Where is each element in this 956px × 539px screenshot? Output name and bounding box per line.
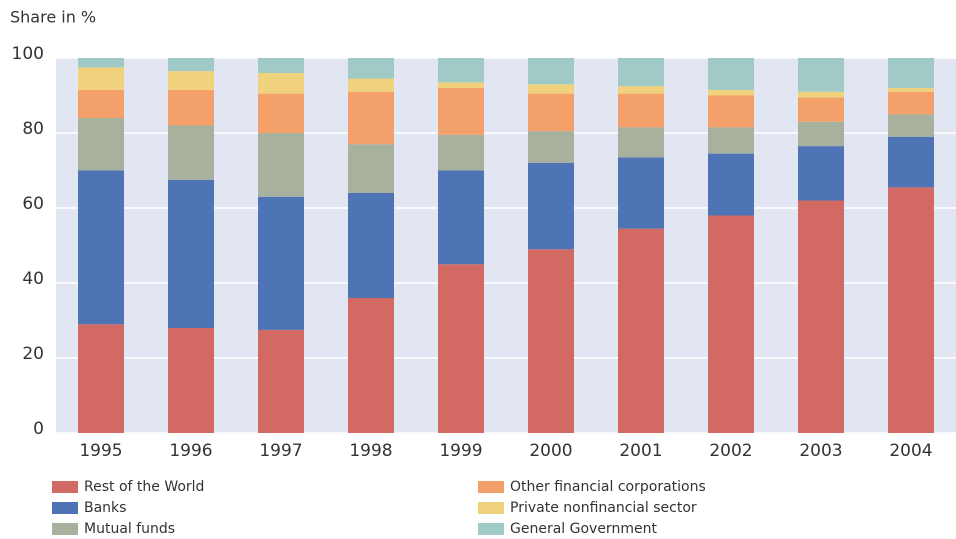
bar-segment: [168, 125, 214, 180]
bar-segment: [348, 298, 394, 433]
bar-segment: [888, 91, 934, 115]
bar-segment: [888, 88, 934, 92]
x-tick-label: 2003: [799, 441, 842, 461]
bar-segment: [618, 58, 664, 87]
bar-segment: [438, 170, 484, 265]
bar-segment: [438, 264, 484, 433]
x-tick-label: 1996: [169, 441, 212, 461]
bar-segment: [708, 127, 754, 154]
legend-label: Banks: [84, 500, 126, 516]
bar-segment: [258, 196, 304, 330]
bar-segment: [78, 118, 124, 171]
legend-label: Other financial corporations: [510, 479, 706, 495]
bar-segment: [798, 97, 844, 122]
x-tick-label: 2000: [529, 441, 572, 461]
legend-label: General Government: [510, 521, 657, 537]
legend-swatch: [478, 481, 504, 493]
bar-segment: [78, 67, 124, 90]
bar-segment: [348, 58, 394, 79]
bar-segment: [798, 58, 844, 92]
bar-segment: [528, 58, 574, 85]
bar-segment: [618, 127, 664, 158]
bar-segment: [348, 193, 394, 298]
bar-segment: [438, 82, 484, 88]
legend-swatch: [52, 481, 78, 493]
x-tick-label: 2004: [889, 441, 932, 461]
bar-segment: [618, 93, 664, 128]
legend-swatch: [478, 502, 504, 514]
x-tick-label: 1997: [259, 441, 302, 461]
bar-segment: [78, 324, 124, 433]
x-tick-label: 1995: [79, 441, 122, 461]
bar-segment: [528, 163, 574, 250]
bar-segment: [78, 89, 124, 118]
bar-segment: [258, 93, 304, 133]
bar-segment: [78, 170, 124, 325]
x-tick-label: 1999: [439, 441, 482, 461]
legend-label: Private nonfinancial sector: [510, 500, 697, 516]
bar-segment: [168, 58, 214, 72]
legend-label: Mutual funds: [84, 521, 175, 537]
x-tick-label: 1998: [349, 441, 392, 461]
bar-segment: [888, 58, 934, 88]
y-tick-label: 60: [22, 194, 44, 214]
bar-segment: [78, 58, 124, 68]
bar-segment: [168, 89, 214, 126]
bar-segment: [528, 93, 574, 132]
y-tick-label: 100: [12, 44, 44, 64]
x-tick-label: 2001: [619, 441, 662, 461]
bar-segment: [618, 228, 664, 433]
bar-segment: [348, 78, 394, 92]
bar-segment: [438, 88, 484, 135]
bar-segment: [888, 136, 934, 188]
bar-segment: [888, 114, 934, 137]
bar-segment: [528, 249, 574, 433]
bar-segment: [708, 95, 754, 128]
bar-segment: [168, 71, 214, 90]
bar-segment: [168, 179, 214, 328]
bar-segment: [258, 133, 304, 197]
bar-segment: [618, 86, 664, 94]
bar-segment: [258, 58, 304, 73]
y-tick-label: 0: [33, 419, 44, 439]
bar-segment: [168, 328, 214, 433]
bar-segment: [438, 58, 484, 83]
bar-segment: [798, 146, 844, 201]
bar-segment: [708, 153, 754, 216]
legend-label: Rest of the World: [84, 479, 204, 495]
bar-segment: [258, 329, 304, 433]
y-tick-label: 80: [22, 119, 44, 139]
bar-segment: [708, 58, 754, 90]
legend-swatch: [52, 523, 78, 535]
bar-segment: [618, 157, 664, 229]
bar-segment: [438, 134, 484, 171]
bar-segment: [258, 73, 304, 94]
bar-segment: [798, 91, 844, 98]
bar-segment: [528, 84, 574, 94]
x-tick-label: 2002: [709, 441, 752, 461]
bar-segment: [798, 121, 844, 147]
y-tick-label: 20: [22, 344, 44, 364]
bar-segment: [528, 131, 574, 163]
bar-segment: [798, 200, 844, 433]
legend-swatch: [478, 523, 504, 535]
bar-segment: [708, 215, 754, 433]
bar-segment: [708, 89, 754, 96]
y-axis-label: Share in %: [10, 8, 96, 27]
bar-segment: [888, 187, 934, 433]
legend-swatch: [52, 502, 78, 514]
bar-segment: [348, 144, 394, 193]
y-tick-label: 40: [22, 269, 44, 289]
bar-segment: [348, 91, 394, 145]
